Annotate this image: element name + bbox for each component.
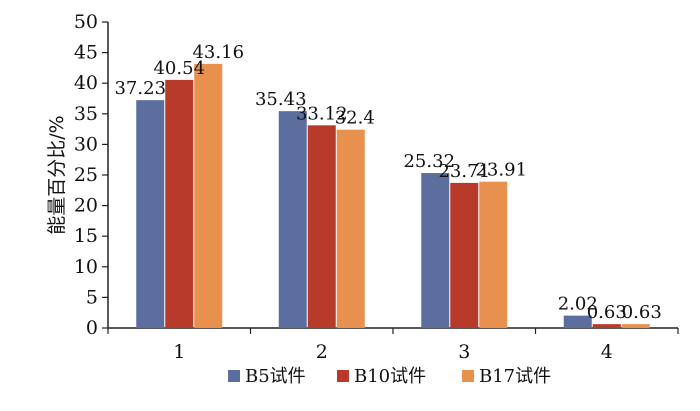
y-axis-label: 能量百分比/% xyxy=(46,115,68,234)
bar xyxy=(479,181,508,328)
legend-swatch xyxy=(228,370,240,382)
bars xyxy=(136,63,650,329)
legend-swatch xyxy=(462,370,474,382)
data-label: 37.23 xyxy=(114,78,166,99)
y-tick-label: 20 xyxy=(74,195,98,217)
data-label: 2.02 xyxy=(558,294,598,315)
bar xyxy=(194,63,223,328)
bar xyxy=(450,182,479,328)
y-tick-label: 0 xyxy=(86,317,98,339)
bar xyxy=(592,324,621,328)
data-label: 23.91 xyxy=(475,160,527,181)
legend-label: B17试件 xyxy=(479,366,551,387)
y-tick-label: 15 xyxy=(74,225,98,247)
legend-label: B10试件 xyxy=(354,366,426,387)
data-label: 33.12 xyxy=(296,103,348,124)
bar xyxy=(621,324,650,328)
y-tick-label: 45 xyxy=(74,42,98,64)
x-tick-label: 1 xyxy=(173,341,185,363)
bar xyxy=(165,79,194,328)
y-tick-label: 30 xyxy=(74,133,98,155)
y-tick-label: 40 xyxy=(74,72,98,94)
y-tick-label: 5 xyxy=(86,286,98,308)
bar xyxy=(307,125,336,328)
data-label: 25.32 xyxy=(403,151,455,172)
legend: B5试件 B10试件 B17试件 xyxy=(228,366,551,387)
x-tick-label: 2 xyxy=(316,341,328,363)
y-tick-label: 50 xyxy=(74,11,98,33)
data-label: 23.71 xyxy=(438,161,490,182)
y-tick-label: 35 xyxy=(74,103,98,125)
bar xyxy=(136,100,165,328)
data-label: 43.16 xyxy=(192,42,244,63)
data-label: 0.63 xyxy=(587,302,627,323)
data-label: 35.43 xyxy=(255,89,307,110)
bar xyxy=(278,111,307,329)
y-tick-label: 10 xyxy=(74,256,98,278)
x-tick-label: 4 xyxy=(601,341,613,363)
data-label: 0.63 xyxy=(622,302,662,323)
y-tick-label: 25 xyxy=(74,164,98,186)
bar xyxy=(421,173,450,328)
legend-label: B5试件 xyxy=(245,366,306,387)
x-axis: 1 2 3 4 xyxy=(107,327,679,363)
data-labels: 37.2340.5443.1635.4333.1232.425.3223.712… xyxy=(114,42,661,323)
y-axis: 0 5 10 15 20 25 30 35 40 45 50 xyxy=(74,11,109,339)
bar xyxy=(563,315,592,328)
x-tick-label: 3 xyxy=(458,341,470,363)
data-label: 32.4 xyxy=(335,108,375,129)
data-label: 40.54 xyxy=(153,58,205,79)
bar xyxy=(336,129,365,328)
legend-swatch xyxy=(337,370,349,382)
